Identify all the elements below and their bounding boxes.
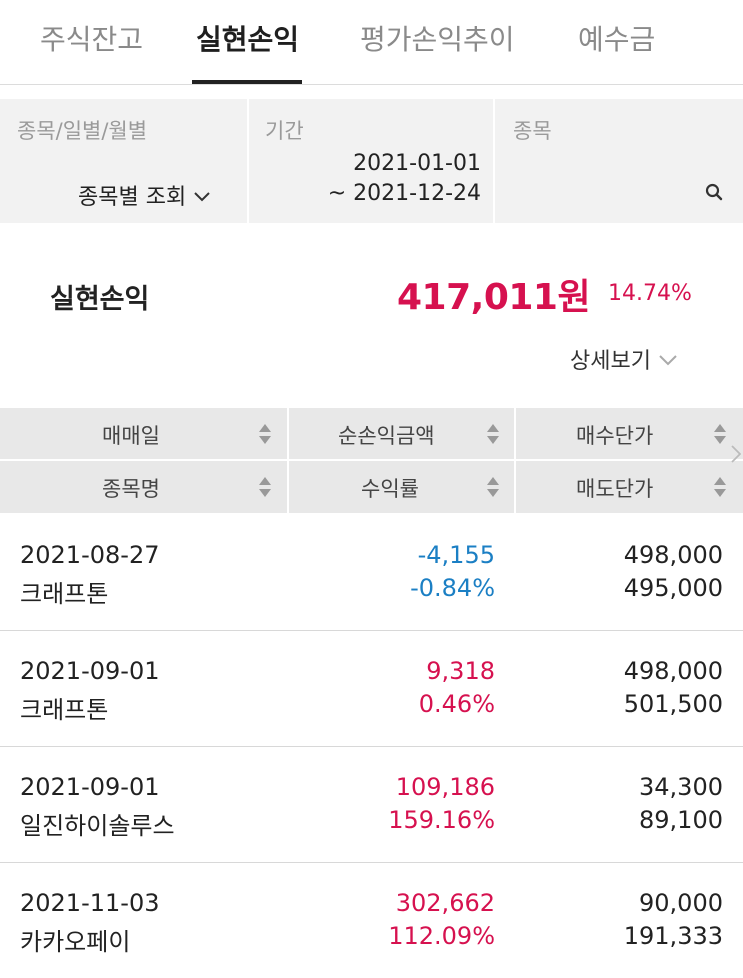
filter-view-type-label: 종목/일별/월별 — [17, 119, 148, 143]
detail-view-button[interactable]: 상세보기 — [570, 343, 677, 375]
row-sell-price: 89,100 — [639, 806, 723, 834]
sort-icon — [487, 475, 499, 499]
header-trade-date: 매매일 — [102, 424, 160, 448]
row-buy-price: 498,000 — [623, 541, 723, 569]
filter-view-type[interactable]: 종목/일별/월별 종목별 조회 — [0, 99, 247, 223]
header-column-divider — [287, 408, 289, 513]
chevron-down-icon — [194, 186, 210, 207]
row-sell-price: 501,500 — [623, 690, 723, 718]
sort-buy-price[interactable]: 매수단가 — [516, 408, 743, 458]
header-net-profit: 순손익금액 — [338, 424, 435, 448]
row-trade-date: 2021-09-01 — [20, 657, 160, 685]
row-stock-name: 일진하이솔루스 — [20, 812, 175, 840]
row-trade-date: 2021-09-01 — [20, 773, 160, 801]
row-net-profit: -4,155 — [417, 541, 495, 569]
row-return-rate: 112.09% — [388, 922, 495, 950]
sort-icon — [714, 475, 726, 499]
filter-view-type-value[interactable]: 종목별 조회 — [78, 179, 210, 211]
header-sell-price: 매도단가 — [576, 477, 654, 501]
row-sell-price: 191,333 — [623, 922, 723, 950]
sort-sell-price[interactable]: 매도단가 — [516, 461, 743, 511]
table-row[interactable]: 2021-11-03 카카오페이 302,662 112.09% 90,000 … — [0, 862, 743, 978]
sort-icon — [487, 422, 499, 446]
sort-stock-name[interactable]: 종목명 — [0, 461, 287, 511]
sort-return-rate[interactable]: 수익률 — [289, 461, 514, 511]
table-row[interactable]: 2021-09-01 일진하이솔루스 109,186 159.16% 34,30… — [0, 746, 743, 863]
header-stock-name: 종목명 — [102, 477, 160, 501]
summary-label: 실현손익 — [50, 284, 150, 315]
header-return-rate: 수익률 — [361, 477, 419, 501]
chevron-right-icon[interactable] — [731, 444, 742, 468]
row-buy-price: 498,000 — [623, 657, 723, 685]
filter-period[interactable]: 기간 2021-01-01 ~ 2021-12-24 — [247, 99, 495, 223]
table-header: 매매일 순손익금액 매수단가 종목명 수익률 매도단가 — [0, 408, 743, 513]
tab-valuation-trend[interactable]: 평가손익추이 — [360, 23, 515, 56]
row-trade-date: 2021-08-27 — [20, 541, 160, 569]
filter-period-label: 기간 — [265, 119, 304, 143]
detail-view-label: 상세보기 — [570, 349, 651, 374]
row-return-rate: 0.46% — [418, 690, 495, 718]
sort-trade-date[interactable]: 매매일 — [0, 408, 287, 458]
search-icon[interactable] — [705, 183, 723, 201]
table-row[interactable]: 2021-08-27 크래프톤 -4,155 -0.84% 498,000 49… — [0, 514, 743, 631]
row-stock-name: 크래프톤 — [20, 696, 109, 724]
sort-icon — [714, 422, 726, 446]
filter-panel: 종목/일별/월별 종목별 조회 기간 2021-01-01 ~ 2021-12-… — [0, 99, 743, 223]
row-return-rate: -0.84% — [410, 574, 495, 602]
header-divider — [0, 459, 743, 461]
filter-stock[interactable]: 종목 — [493, 99, 743, 223]
tab-realized-pnl[interactable]: 실현손익 — [196, 23, 300, 56]
row-trade-date: 2021-11-03 — [20, 889, 160, 917]
row-buy-price: 90,000 — [639, 889, 723, 917]
summary-percent: 14.74% — [608, 281, 692, 306]
active-tab-indicator — [192, 80, 302, 84]
row-stock-name: 크래프톤 — [20, 580, 109, 608]
chevron-down-icon — [659, 350, 677, 371]
filter-stock-label: 종목 — [513, 119, 552, 143]
row-net-profit: 302,662 — [395, 889, 495, 917]
row-sell-price: 495,000 — [623, 574, 723, 602]
filter-period-end: ~ 2021-12-24 — [327, 181, 481, 206]
header-buy-price: 매수단가 — [576, 424, 654, 448]
filter-view-type-text: 종목별 조회 — [78, 185, 187, 210]
summary-amount: 417,011원 — [397, 277, 591, 318]
sort-net-profit[interactable]: 순손익금액 — [289, 408, 514, 458]
tab-stock-balance[interactable]: 주식잔고 — [40, 23, 144, 56]
row-net-profit: 109,186 — [395, 773, 495, 801]
tab-bar: 주식잔고 실현손익 평가손익추이 예수금 — [0, 0, 743, 85]
row-return-rate: 159.16% — [388, 806, 495, 834]
filter-period-start: 2021-01-01 — [353, 151, 481, 176]
tab-deposit[interactable]: 예수금 — [578, 23, 656, 56]
row-net-profit: 9,318 — [426, 657, 495, 685]
header-column-divider — [514, 408, 516, 513]
row-buy-price: 34,300 — [639, 773, 723, 801]
sort-icon — [259, 422, 271, 446]
table-row[interactable]: 2021-09-01 크래프톤 9,318 0.46% 498,000 501,… — [0, 630, 743, 747]
sort-icon — [259, 475, 271, 499]
row-stock-name: 카카오페이 — [20, 928, 131, 956]
